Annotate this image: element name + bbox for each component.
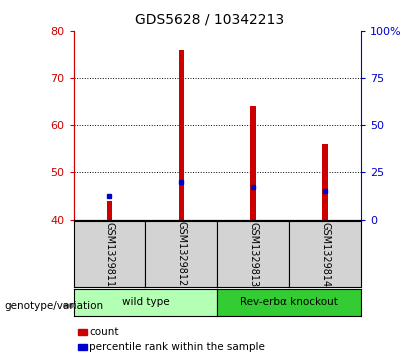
Text: genotype/variation: genotype/variation (4, 301, 103, 311)
Text: GSM1329813: GSM1329813 (248, 221, 258, 287)
Bar (107, 201, 112, 220)
Text: wild type: wild type (122, 297, 169, 307)
Text: count: count (89, 327, 119, 337)
Text: GSM1329812: GSM1329812 (176, 221, 186, 287)
Bar (250, 106, 256, 220)
Bar (178, 50, 184, 220)
Text: percentile rank within the sample: percentile rank within the sample (89, 342, 265, 352)
Bar (323, 144, 328, 220)
Text: GSM1329814: GSM1329814 (320, 221, 330, 287)
Text: GDS5628 / 10342213: GDS5628 / 10342213 (135, 13, 285, 27)
Text: Rev-erbα knockout: Rev-erbα knockout (240, 297, 338, 307)
Text: GSM1329811: GSM1329811 (105, 221, 115, 287)
